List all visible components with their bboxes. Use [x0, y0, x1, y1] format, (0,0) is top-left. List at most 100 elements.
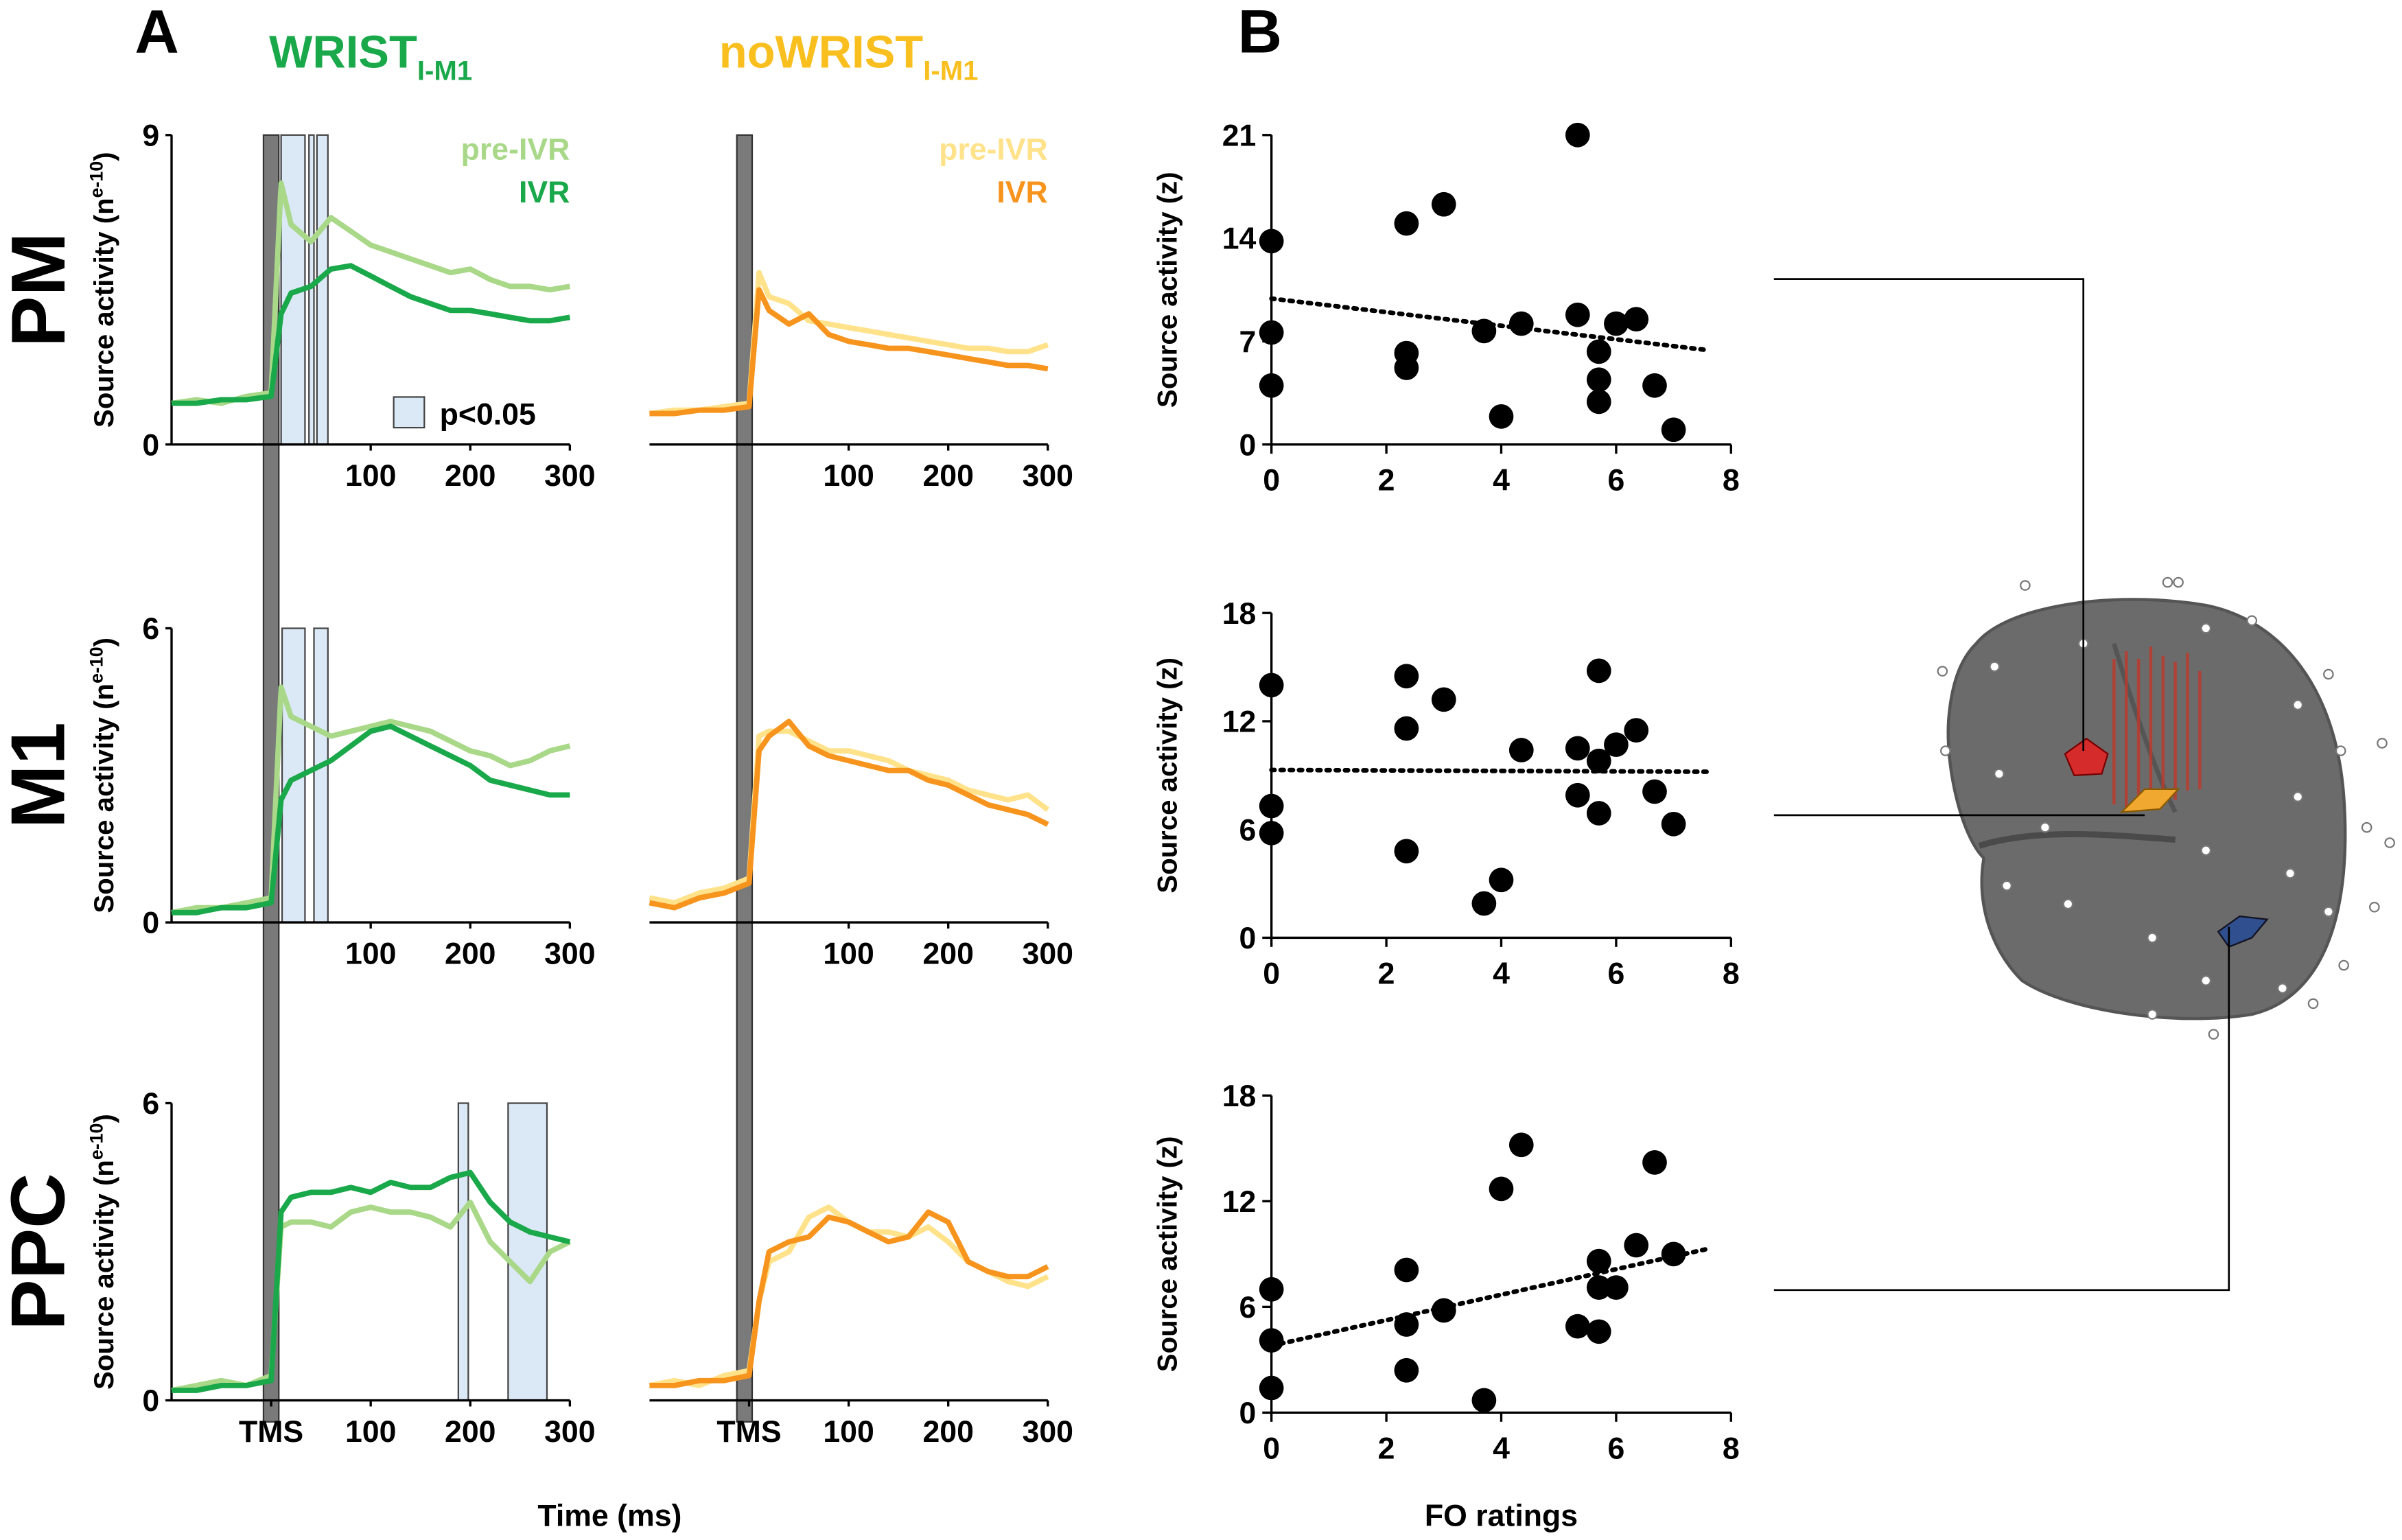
y-tick-label: 6 [142, 612, 159, 646]
scatter-point [1394, 664, 1419, 689]
scatter-point [1586, 1319, 1611, 1344]
scatter-point [1259, 673, 1284, 698]
x-tick-label: 200 [922, 937, 973, 970]
scatter-point [1586, 658, 1611, 684]
series-line [171, 684, 571, 915]
y-axis-label: Source activity (z) [1152, 1136, 1182, 1373]
x-tick-label: 6 [1607, 464, 1624, 498]
scatter-point [1259, 373, 1284, 398]
series-line [649, 1204, 1049, 1388]
y-tick-label: 14 [1222, 222, 1257, 256]
y-axis-label-end: ) [89, 1114, 119, 1123]
y-axis-label: Source activity (z) [1152, 172, 1182, 408]
series-line [649, 1209, 1049, 1388]
significance-window [308, 134, 315, 445]
x-tick-label: 200 [445, 1415, 495, 1449]
x-tick-label: TMS [239, 1415, 303, 1449]
scatter-point [1394, 716, 1419, 741]
brain-illustration [1773, 278, 2395, 1292]
scatter-point [1394, 1357, 1419, 1383]
scatter-point [1565, 1314, 1590, 1339]
panel-label: A [135, 0, 178, 65]
scatter-point [1586, 367, 1611, 393]
scatter-point [1624, 1233, 1649, 1258]
scatter-point [1624, 718, 1649, 743]
legend-entry: IVR [519, 176, 570, 209]
x-tick-label: 100 [823, 937, 874, 970]
scatter-point [1642, 779, 1667, 804]
scatter-point [1508, 311, 1534, 336]
x-tick-label: 300 [544, 459, 595, 493]
scatter-point [1489, 867, 1514, 893]
y-axis-label-text: Source activity (n [89, 198, 119, 428]
scatter-point [1508, 738, 1534, 762]
scatter-point [1259, 320, 1284, 345]
scatter-point [1431, 1298, 1456, 1323]
significance-window [457, 1102, 469, 1401]
scatter-point [1489, 404, 1514, 429]
scatter-point [1604, 1275, 1629, 1300]
x-tick-label: 6 [1607, 957, 1624, 990]
scatter-point [1508, 1132, 1534, 1158]
x-tick-label: 200 [445, 459, 495, 493]
x-tick-label: 200 [922, 1415, 973, 1449]
source-lines [2112, 646, 2202, 809]
x-tick-label: 300 [544, 937, 595, 970]
significance-window [313, 627, 329, 924]
scatter-point [1259, 821, 1284, 845]
x-tick-label: 4 [1493, 1432, 1510, 1465]
scatter-point [1489, 1176, 1514, 1202]
y-axis-label: Source activity (z) [1152, 657, 1182, 894]
scatter-point [1661, 811, 1686, 837]
column-title: WRISTI-M1 [269, 27, 472, 86]
y-tick-label: 18 [1222, 1080, 1257, 1113]
scatter-point [1586, 801, 1611, 826]
x-tick-label: 300 [1023, 937, 1073, 970]
x-tick-label: 0 [1263, 1432, 1280, 1465]
y-axis-label-sup: e-10 [86, 1123, 107, 1160]
x-tick-label: 4 [1493, 464, 1510, 498]
y-axis-label-end: ) [89, 638, 119, 646]
y-tick-label: 12 [1222, 1185, 1257, 1219]
legend-entry: IVR [996, 176, 1047, 209]
scatter-point [1394, 355, 1419, 380]
y-tick-label: 0 [142, 428, 159, 462]
y-tick-label: 6 [1239, 1291, 1257, 1325]
scatter-point [1394, 839, 1419, 864]
x-tick-label: 2 [1378, 957, 1395, 990]
x-tick-label: 8 [1723, 957, 1740, 990]
scatter-point [1259, 1328, 1284, 1353]
column-title-text: noWRIST [719, 27, 924, 78]
y-axis-label: Source activity (ne-10) [86, 152, 120, 428]
x-tick-label: 300 [1023, 1415, 1073, 1449]
scatter-point [1259, 229, 1284, 254]
x-tick-label: 0 [1263, 464, 1280, 498]
y-tick-label: 18 [1222, 597, 1257, 631]
scatter-point [1431, 687, 1456, 712]
scatter-point [1661, 417, 1686, 443]
x-tick-label: 4 [1493, 957, 1510, 990]
y-axis-label-text: Source activity (z) [1152, 1136, 1182, 1373]
x-tick-label: 100 [345, 1415, 396, 1449]
row-label: PPC [0, 1173, 81, 1330]
panel-label: B [1238, 0, 1282, 65]
scatter-point [1259, 793, 1284, 819]
tms-bar [736, 134, 754, 1423]
trend-line [1269, 767, 1711, 774]
y-axis-label-text: Source activity (n [89, 1160, 119, 1390]
y-axis-label: Source activity (ne-10) [86, 638, 120, 913]
y-tick-label: 21 [1222, 119, 1257, 152]
x-tick-label: 8 [1723, 1432, 1740, 1465]
column-title: noWRISTI-M1 [719, 27, 979, 86]
x-tick-label: 300 [1023, 459, 1073, 493]
y-tick-label: 7 [1239, 325, 1257, 359]
x-axis-label: Time (ms) [537, 1500, 681, 1533]
x-tick-label: 200 [445, 937, 495, 970]
series-line [172, 723, 570, 915]
x-tick-label: 2 [1378, 464, 1395, 498]
legend-swatch [393, 396, 425, 429]
y-tick-label: 0 [1239, 1397, 1257, 1430]
scatter-point [1394, 1257, 1419, 1283]
